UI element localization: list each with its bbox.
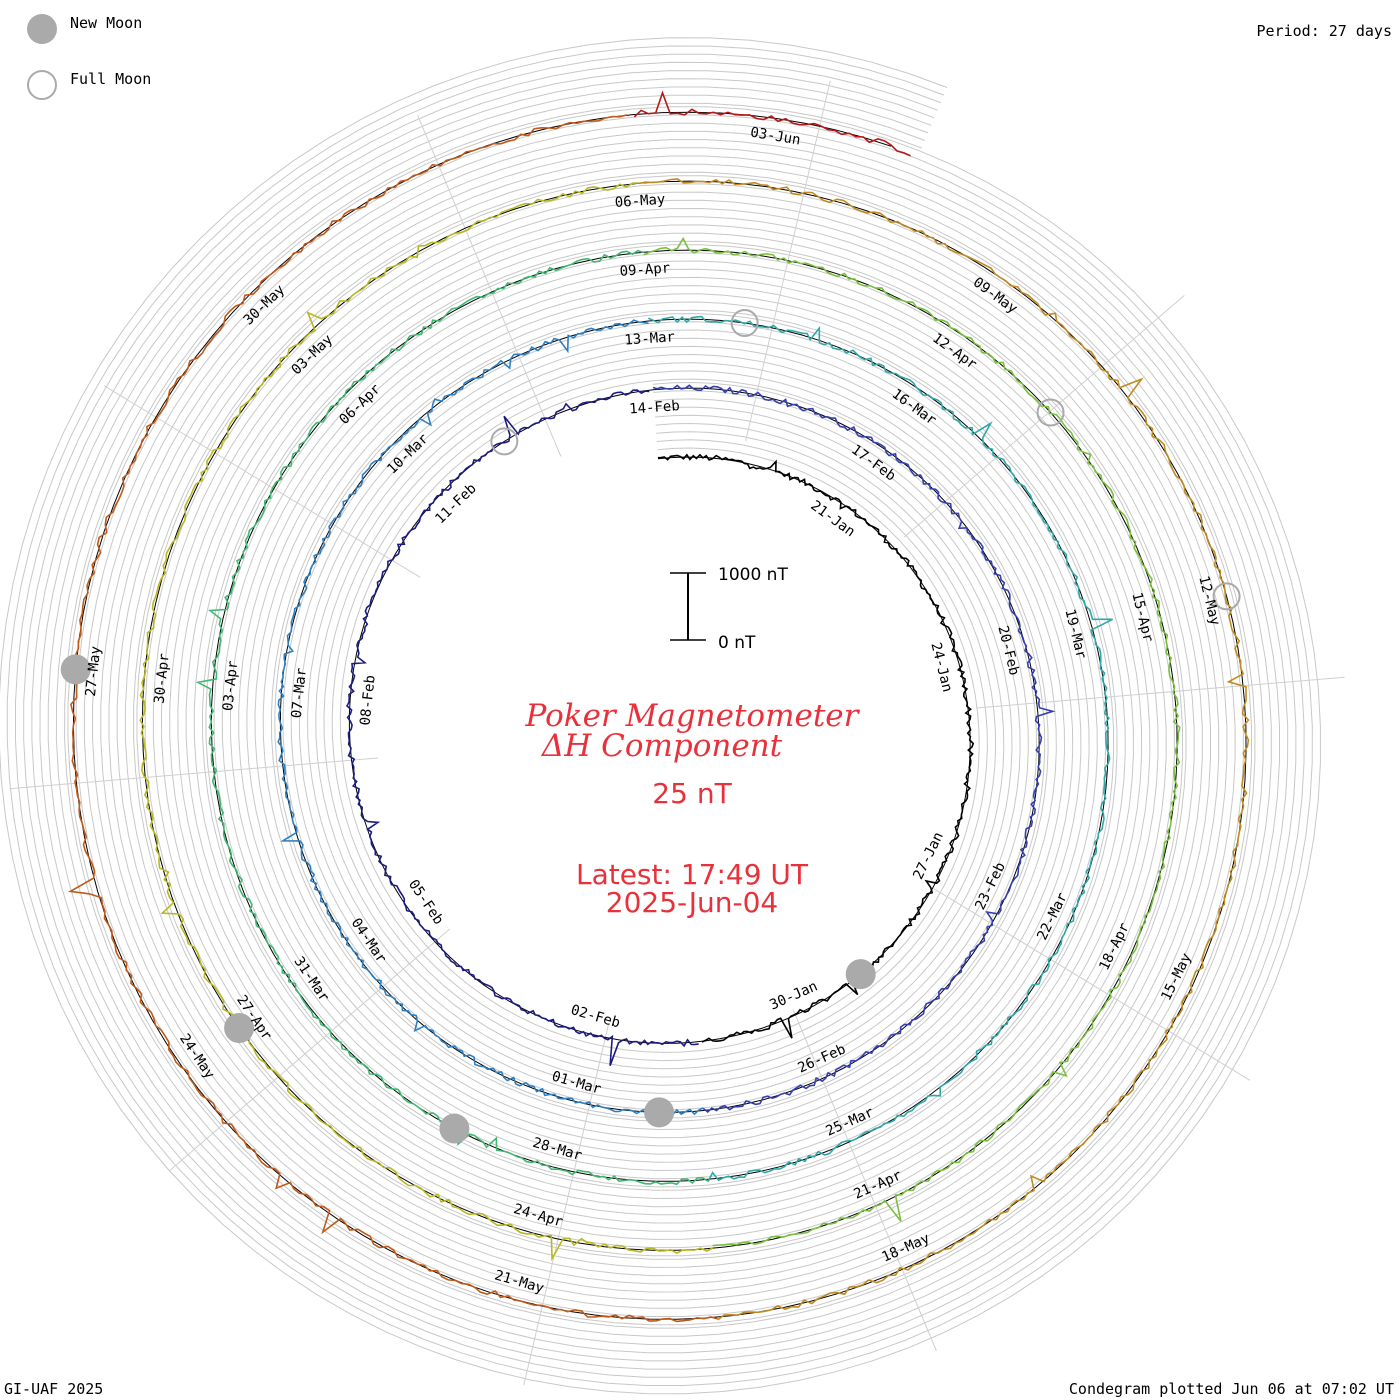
grid-spoke <box>9 757 379 790</box>
date-tick-label: 25-Mar <box>824 1104 877 1139</box>
grid-spiral <box>23 61 1297 1370</box>
full-moon-legend-label: Full Moon <box>70 70 152 88</box>
footer-plot-time: Condegram plotted Jun 06 at 07:02 UT <box>1068 1380 1394 1398</box>
date-tick-label: 31-Mar <box>290 954 332 1005</box>
date-tick-label: 27-May <box>83 645 104 697</box>
grid-spiral <box>55 94 1264 1337</box>
grid-layer <box>0 37 1321 1395</box>
date-tick-label: 03-Apr <box>220 660 241 712</box>
scale-bar: 1000 nT 0 nT <box>670 565 788 653</box>
date-tick-label: 24-May <box>176 1031 218 1082</box>
date-tick-label: 08-Feb <box>358 674 379 726</box>
footer-credit: GI-UAF 2025 <box>4 1380 104 1398</box>
value-label: 25 nT <box>652 777 732 810</box>
date-tick-label: 13-Mar <box>624 329 676 348</box>
grid-spiral <box>39 78 1280 1354</box>
magnetometer-trace-segment <box>652 384 1056 1113</box>
grid-spoke <box>169 928 451 1171</box>
date-tick-label: 06-May <box>614 192 666 211</box>
period-label: Period: 27 days <box>1256 22 1392 40</box>
date-tick-label: 22-Mar <box>1034 890 1071 942</box>
magnetometer-trace-segment <box>633 90 911 157</box>
scale-top-label: 1000 nT <box>718 565 788 585</box>
date-tick-label: 14-Feb <box>629 398 681 417</box>
magnetometer-trace-segment <box>277 319 704 1117</box>
grid-spoke <box>417 115 562 457</box>
date-tick-label: 04-Mar <box>348 915 390 966</box>
date-tick-label: 30-Jan <box>767 978 820 1013</box>
grid-spiral <box>64 102 1256 1329</box>
grid-spiral <box>31 70 1289 1362</box>
full-moon-legend-icon <box>27 70 57 100</box>
date-tick-label: 09-Apr <box>619 260 671 279</box>
chart-title-line1: Poker Magnetometer <box>525 698 861 734</box>
new-moon-marker <box>60 654 91 685</box>
grid-spoke <box>933 888 1251 1081</box>
moon-layer <box>60 308 1241 1144</box>
date-tick-label: 23-Feb <box>972 860 1009 912</box>
date-tick-label: 03-Jun <box>749 124 802 148</box>
grid-spoke <box>903 295 1185 538</box>
date-tick-label: 27-Jan <box>910 830 947 882</box>
date-tick-label: 07-Mar <box>289 667 310 719</box>
date-tick-label: 21-Jan <box>808 498 858 541</box>
magnetometer-trace-segment <box>638 178 1250 1321</box>
full-moon-marker <box>490 427 519 456</box>
date-tick-label: 11-Feb <box>432 481 479 528</box>
date-tick-label: 15-May <box>1158 951 1195 1003</box>
magnetometer-trace-segment <box>345 389 699 1066</box>
new-moon-marker <box>845 959 876 990</box>
new-moon-marker <box>224 1012 255 1043</box>
chart-title-line2: ΔH Component <box>541 728 783 764</box>
magnetometer-trace-segment <box>647 315 1113 1182</box>
grid-spiral <box>15 53 1305 1378</box>
new-moon-legend-icon <box>27 14 57 44</box>
series-layer <box>67 90 1250 1323</box>
grid-spiral <box>47 86 1272 1345</box>
magnetometer-trace-segment <box>657 453 975 1043</box>
magnetometer-trace-segment <box>67 114 718 1323</box>
grid-spoke <box>523 1024 609 1386</box>
latest-date-label: 2025-Jun-04 <box>606 886 778 919</box>
latest-time-label: Latest: 17:49 UT <box>576 858 809 891</box>
new-moon-legend-label: New Moon <box>70 14 143 32</box>
date-tick-label: 26-Feb <box>796 1041 849 1076</box>
date-tick-label: 30-Apr <box>152 653 173 705</box>
grid-spoke <box>975 676 1345 709</box>
grid-spoke <box>792 1009 937 1351</box>
new-moon-marker <box>439 1113 470 1144</box>
grid-spiral <box>0 37 1321 1395</box>
full-moon-marker <box>1212 582 1241 611</box>
new-moon-marker <box>644 1097 675 1128</box>
scale-bottom-label: 0 nT <box>718 633 756 653</box>
magnetometer-trace-segment <box>643 236 1181 1247</box>
full-moon-marker <box>730 308 759 337</box>
date-tick-label: 05-Feb <box>405 877 447 928</box>
magnetometer-trace-segment <box>139 182 714 1262</box>
date-tick-label: 02-Feb <box>569 1002 622 1031</box>
magnetometer-trace-segment <box>195 249 709 1186</box>
date-tick-label: 24-Jan <box>927 641 955 694</box>
full-moon-marker <box>1036 398 1065 427</box>
